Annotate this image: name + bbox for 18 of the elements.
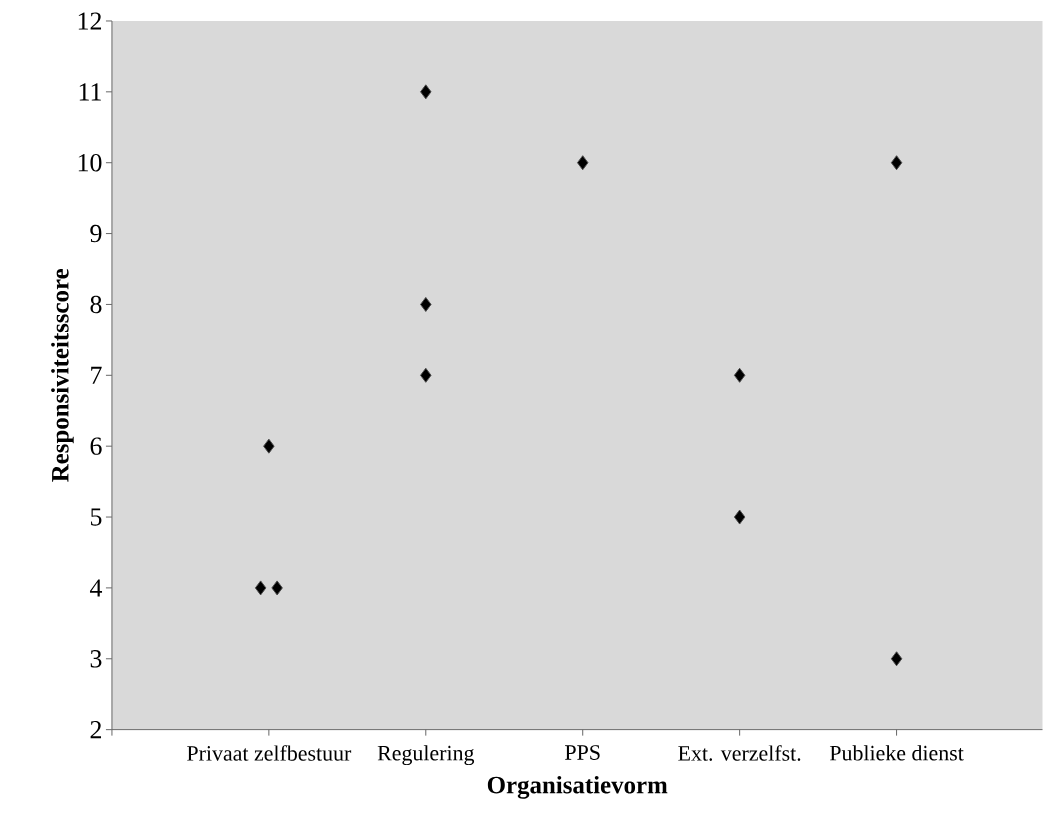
- y-tick-label: 12: [78, 12, 102, 30]
- y-tick-label: 6: [90, 437, 102, 456]
- x-tick-label: Ext. verzelfst.: [678, 745, 801, 762]
- y-tick-label: 5: [90, 508, 102, 526]
- y-tick-label: 2: [90, 721, 102, 739]
- y-tick-label: 4: [89, 579, 103, 597]
- y-axis-title: Responsiviteitsscore: [51, 269, 74, 483]
- y-tick-label: 8: [90, 295, 102, 314]
- x-tick-label: PPS: [565, 745, 600, 761]
- y-tick-label: 7: [91, 367, 102, 384]
- x-axis-title: Organisatievorm: [487, 776, 668, 799]
- x-tick-label: Publieke dienst: [829, 745, 964, 761]
- y-tick-label: 11: [79, 83, 101, 101]
- y-tick-label: 3: [90, 650, 102, 668]
- y-tick-label: 10: [78, 154, 102, 172]
- y-tick-label: 9: [90, 225, 102, 243]
- x-tick-label: Regulering: [377, 745, 475, 766]
- x-tick-label: Privaat zelfbestuur: [187, 745, 352, 761]
